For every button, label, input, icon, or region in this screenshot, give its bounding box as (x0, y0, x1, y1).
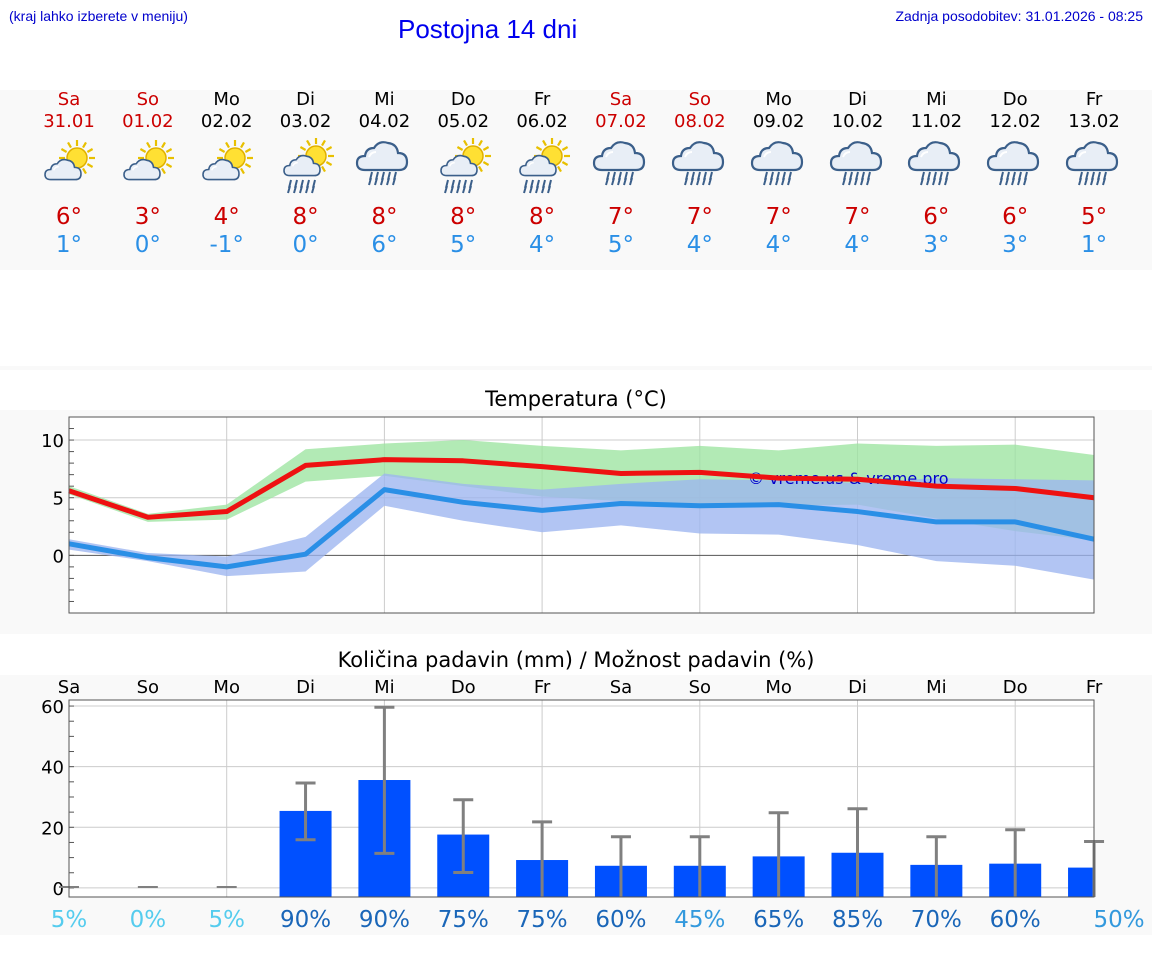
min-temperature: 1° (1080, 232, 1108, 258)
max-temperature: 7° (844, 204, 871, 230)
min-temperature: 6° (371, 232, 398, 258)
forecast-day: Do 05.02 8° 5° (423, 90, 503, 259)
day-date: 09.02 (752, 111, 805, 132)
day-date: 13.02 (1068, 111, 1120, 132)
sun-cloud-icon (187, 133, 267, 203)
min-temperature: 3° (1002, 232, 1029, 258)
day-date: 03.02 (279, 111, 332, 132)
forecast-day: Do 12.02 6° 3° (975, 90, 1055, 259)
day-date: 04.02 (358, 111, 411, 132)
cloud-rain-icon (896, 133, 976, 203)
day-name: Fr (533, 89, 551, 110)
max-temperature: 5° (1080, 204, 1108, 230)
cloud-rain-icon (739, 133, 819, 203)
sun-cloud-icon (108, 133, 188, 203)
day-date: 02.02 (200, 111, 253, 132)
day-date: 01.02 (122, 111, 174, 132)
max-temperature: 7° (686, 204, 713, 230)
forecast-day: Mi 04.02 8° 6° (344, 90, 424, 259)
cloud-rain-icon (1054, 133, 1134, 203)
cloud-rain-icon (344, 133, 424, 203)
day-name: Do (450, 89, 476, 110)
min-temperature: 5° (607, 232, 634, 258)
forecast-day: Mo 02.02 4° -1° (187, 90, 267, 259)
max-temperature: 8° (450, 204, 477, 230)
max-temperature: 3° (134, 204, 161, 230)
forecast-day: Mi 11.02 6° 3° (896, 90, 976, 259)
forecast-day: Di 10.02 7° 4° (818, 90, 898, 259)
forecast-day: Fr 13.02 5° 1° (1054, 90, 1134, 259)
day-name: Mi (374, 89, 395, 110)
forecast-day: So 01.02 3° 0° (108, 90, 188, 259)
cloud-rain-icon (818, 133, 898, 203)
day-name: So (136, 89, 160, 110)
max-temperature: 8° (371, 204, 398, 230)
day-date: 06.02 (516, 111, 568, 132)
forecast-strip: Sa 31.01 6° 1° So 01.02 3° 0° Mo 02.02 4° -1° Di 0… (0, 90, 1152, 270)
precip-band (0, 675, 1152, 935)
max-temperature: 7° (607, 204, 634, 230)
forecast-day: Sa 07.02 7° 5° (581, 90, 661, 259)
temperature-title: Temperatura (°C) (485, 387, 667, 411)
day-date: 12.02 (989, 111, 1041, 132)
day-date: 11.02 (910, 111, 963, 132)
day-name: Fr (1085, 89, 1103, 110)
max-temperature: 6° (923, 204, 950, 230)
min-temperature: 4° (765, 232, 792, 258)
day-name: Sa (609, 89, 633, 110)
day-date: 31.01 (43, 111, 95, 132)
day-name: So (688, 89, 712, 110)
max-temperature: 8° (292, 204, 319, 230)
day-name: Di (296, 89, 315, 110)
min-temperature: 4° (686, 232, 713, 258)
day-name: Mi (926, 89, 947, 110)
sun-cloud-rain-icon (423, 133, 503, 203)
min-temperature: 5° (450, 232, 477, 258)
sun-cloud-icon (29, 133, 109, 203)
max-temperature: 6° (1002, 204, 1029, 230)
day-name: Sa (57, 89, 81, 110)
day-date: 08.02 (674, 111, 726, 132)
last-updated: Zadnja posodobitev: 31.01.2026 - 08:25 (895, 8, 1143, 24)
max-temperature: 8° (529, 204, 556, 230)
min-temperature: 3° (923, 232, 950, 258)
cloud-rain-icon (975, 133, 1055, 203)
forecast-day: Mo 09.02 7° 4° (739, 90, 819, 259)
cloud-rain-icon (660, 133, 740, 203)
min-temperature: 0° (134, 232, 161, 258)
max-temperature: 7° (765, 204, 792, 230)
divider-band (0, 366, 1152, 370)
day-date: 10.02 (831, 111, 884, 132)
forecast-day: So 08.02 7° 4° (660, 90, 740, 259)
min-temperature: 4° (529, 232, 556, 258)
min-temperature: 4° (844, 232, 871, 258)
day-name: Di (848, 89, 867, 110)
min-temperature: 0° (292, 232, 319, 258)
cloud-rain-icon (581, 133, 661, 203)
min-temperature: 1° (55, 232, 83, 258)
day-date: 05.02 (437, 111, 490, 132)
day-name: Mo (213, 89, 240, 110)
day-name: Mo (765, 89, 792, 110)
location-hint: (kraj lahko izberete v meniju) (9, 8, 188, 24)
min-temperature: -1° (209, 232, 244, 258)
max-temperature: 6° (55, 204, 83, 230)
forecast-band (0, 90, 1152, 270)
forecast-day: Sa 31.01 6° 1° (29, 90, 109, 259)
day-name: Do (1002, 89, 1028, 110)
sun-cloud-rain-icon (266, 133, 346, 203)
day-date: 07.02 (595, 111, 647, 132)
forecast-day: Fr 06.02 8° 4° (502, 90, 582, 259)
temperature-band (0, 410, 1152, 634)
max-temperature: 4° (213, 204, 240, 230)
forecast-day: Di 03.02 8° 0° (266, 90, 346, 259)
page-title: Postojna 14 dni (398, 14, 578, 44)
precip-title: Količina padavin (mm) / Možnost padavin … (337, 648, 815, 672)
sun-cloud-rain-icon (502, 133, 582, 203)
